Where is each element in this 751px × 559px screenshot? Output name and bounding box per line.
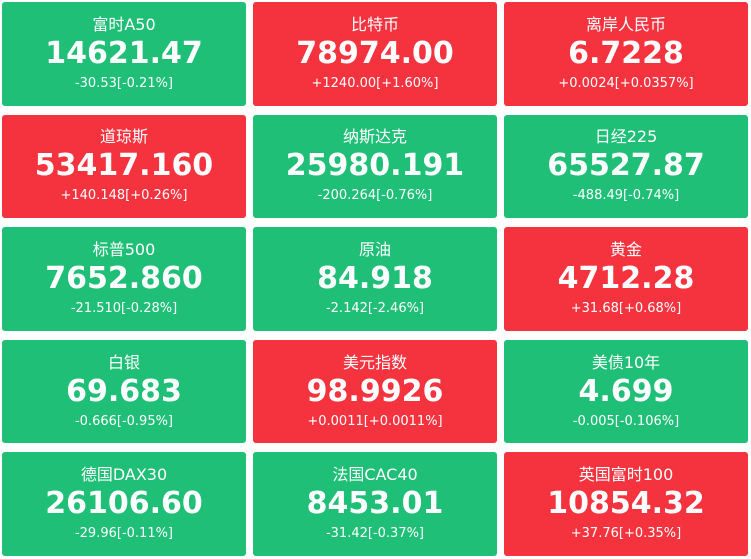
quote-tile: 日经225 65527.87 -488.49[-0.74%] bbox=[504, 114, 748, 219]
quote-price: 69.683 bbox=[66, 373, 182, 409]
quote-change: +140.148[+0.26%] bbox=[60, 188, 188, 204]
quote-change: -200.264[-0.76%] bbox=[317, 188, 433, 204]
quote-change: +31.68[+0.68%] bbox=[570, 300, 682, 316]
quote-tile: 原油 84.918 -2.142[-2.46%] bbox=[253, 227, 497, 331]
quote-tile: 纳斯达克 25980.191 -200.264[-0.76%] bbox=[253, 114, 497, 219]
quote-name: 白银 bbox=[107, 352, 140, 372]
quote-change: -0.666[-0.95%] bbox=[74, 413, 174, 429]
quote-price: 84.918 bbox=[317, 260, 433, 296]
quote-name: 美债10年 bbox=[591, 352, 661, 372]
quote-change: +0.0024[+0.0357%] bbox=[558, 75, 694, 91]
quote-price: 8453.01 bbox=[306, 486, 444, 522]
quote-price: 4.699 bbox=[578, 373, 674, 409]
quote-change: +1240.00[+1.60%] bbox=[311, 75, 439, 91]
quote-tile: 黄金 4712.28 +31.68[+0.68%] bbox=[504, 227, 748, 331]
quote-change: -31.42[-0.37%] bbox=[325, 526, 425, 542]
quote-tile: 英国富时100 10854.32 +37.76[+0.35%] bbox=[504, 452, 748, 556]
quote-price: 26106.60 bbox=[45, 486, 203, 522]
quote-tile: 法国CAC40 8453.01 -31.42[-0.37%] bbox=[253, 452, 497, 556]
quote-price: 7652.860 bbox=[45, 260, 203, 296]
quote-name: 黄金 bbox=[609, 239, 642, 259]
quote-tile: 美元指数 98.9926 +0.0011[+0.0011%] bbox=[253, 339, 497, 444]
quote-name: 法国CAC40 bbox=[332, 465, 418, 485]
quote-tile: 富时A50 14621.47 -30.53[-0.21%] bbox=[2, 2, 246, 106]
quote-tile: 标普500 7652.860 -21.510[-0.28%] bbox=[2, 227, 246, 331]
quote-price: 98.9926 bbox=[306, 373, 444, 409]
quote-price: 25980.191 bbox=[285, 148, 465, 184]
quote-tile: 离岸人民币 6.7228 +0.0024[+0.0357%] bbox=[504, 2, 748, 106]
quote-name: 道琼斯 bbox=[99, 127, 148, 147]
quote-name: 离岸人民币 bbox=[585, 14, 666, 34]
quote-price: 65527.87 bbox=[547, 148, 705, 184]
quote-change: -0.005[-0.106%] bbox=[572, 413, 680, 429]
quote-tile: 白银 69.683 -0.666[-0.95%] bbox=[2, 339, 246, 444]
quote-change: +0.0011[+0.0011%] bbox=[307, 413, 443, 429]
quote-change: -2.142[-2.46%] bbox=[325, 300, 425, 316]
quote-price: 53417.160 bbox=[34, 148, 214, 184]
quote-tile: 德国DAX30 26106.60 -29.96[-0.11%] bbox=[2, 452, 246, 556]
quote-price: 10854.32 bbox=[547, 486, 705, 522]
quote-change: -488.49[-0.74%] bbox=[572, 188, 680, 204]
quote-tile: 美债10年 4.699 -0.005[-0.106%] bbox=[504, 339, 748, 444]
quote-name: 比特币 bbox=[350, 14, 399, 34]
quote-name: 美元指数 bbox=[342, 352, 407, 372]
quote-change: -21.510[-0.28%] bbox=[70, 300, 178, 316]
quote-price: 4712.28 bbox=[557, 260, 695, 296]
quote-name: 原油 bbox=[358, 239, 391, 259]
quote-tile: 道琼斯 53417.160 +140.148[+0.26%] bbox=[2, 114, 246, 219]
quote-price: 78974.00 bbox=[296, 35, 454, 71]
quote-name: 德国DAX30 bbox=[80, 465, 168, 485]
quote-name: 英国富时100 bbox=[578, 465, 674, 485]
quote-name: 纳斯达克 bbox=[342, 127, 407, 147]
quote-name: 标普500 bbox=[92, 239, 156, 259]
quote-price: 6.7228 bbox=[568, 35, 684, 71]
quote-change: +37.76[+0.35%] bbox=[570, 526, 682, 542]
quote-name: 富时A50 bbox=[92, 14, 156, 34]
quote-tile: 比特币 78974.00 +1240.00[+1.60%] bbox=[253, 2, 497, 106]
quote-change: -30.53[-0.21%] bbox=[74, 75, 174, 91]
quote-change: -29.96[-0.11%] bbox=[74, 526, 174, 542]
quote-price: 14621.47 bbox=[45, 35, 203, 71]
quote-name: 日经225 bbox=[594, 127, 658, 147]
